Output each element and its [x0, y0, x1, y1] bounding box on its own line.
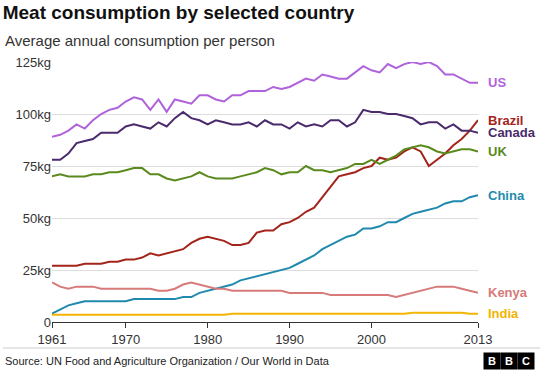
svg-text:1970: 1970 [111, 332, 140, 347]
svg-text:25kg: 25kg [23, 263, 51, 278]
svg-text:US: US [488, 75, 506, 90]
svg-text:UK: UK [488, 144, 507, 159]
svg-text:2000: 2000 [357, 332, 386, 347]
svg-text:Brazil: Brazil [488, 113, 523, 128]
svg-text:Canada: Canada [488, 125, 536, 140]
svg-text:1990: 1990 [275, 332, 304, 347]
svg-text:Source: UN Food and Agricultur: Source: UN Food and Agriculture Organiza… [5, 355, 330, 367]
svg-text:B: B [488, 355, 496, 367]
svg-text:Average annual consumption per: Average annual consumption per person [5, 32, 275, 49]
svg-text:125kg: 125kg [16, 55, 51, 70]
svg-text:C: C [522, 355, 530, 367]
svg-text:1980: 1980 [193, 332, 222, 347]
svg-text:75kg: 75kg [23, 159, 51, 174]
svg-text:China: China [488, 188, 525, 203]
svg-text:Meat consumption by selected c: Meat consumption by selected country [3, 2, 355, 23]
svg-text:50kg: 50kg [23, 211, 51, 226]
svg-text:Kenya: Kenya [488, 285, 528, 300]
svg-text:India: India [488, 306, 519, 321]
svg-text:1961: 1961 [38, 332, 67, 347]
svg-text:B: B [505, 355, 513, 367]
svg-text:2013: 2013 [464, 332, 493, 347]
svg-text:0: 0 [44, 315, 51, 330]
svg-text:100kg: 100kg [16, 107, 51, 122]
